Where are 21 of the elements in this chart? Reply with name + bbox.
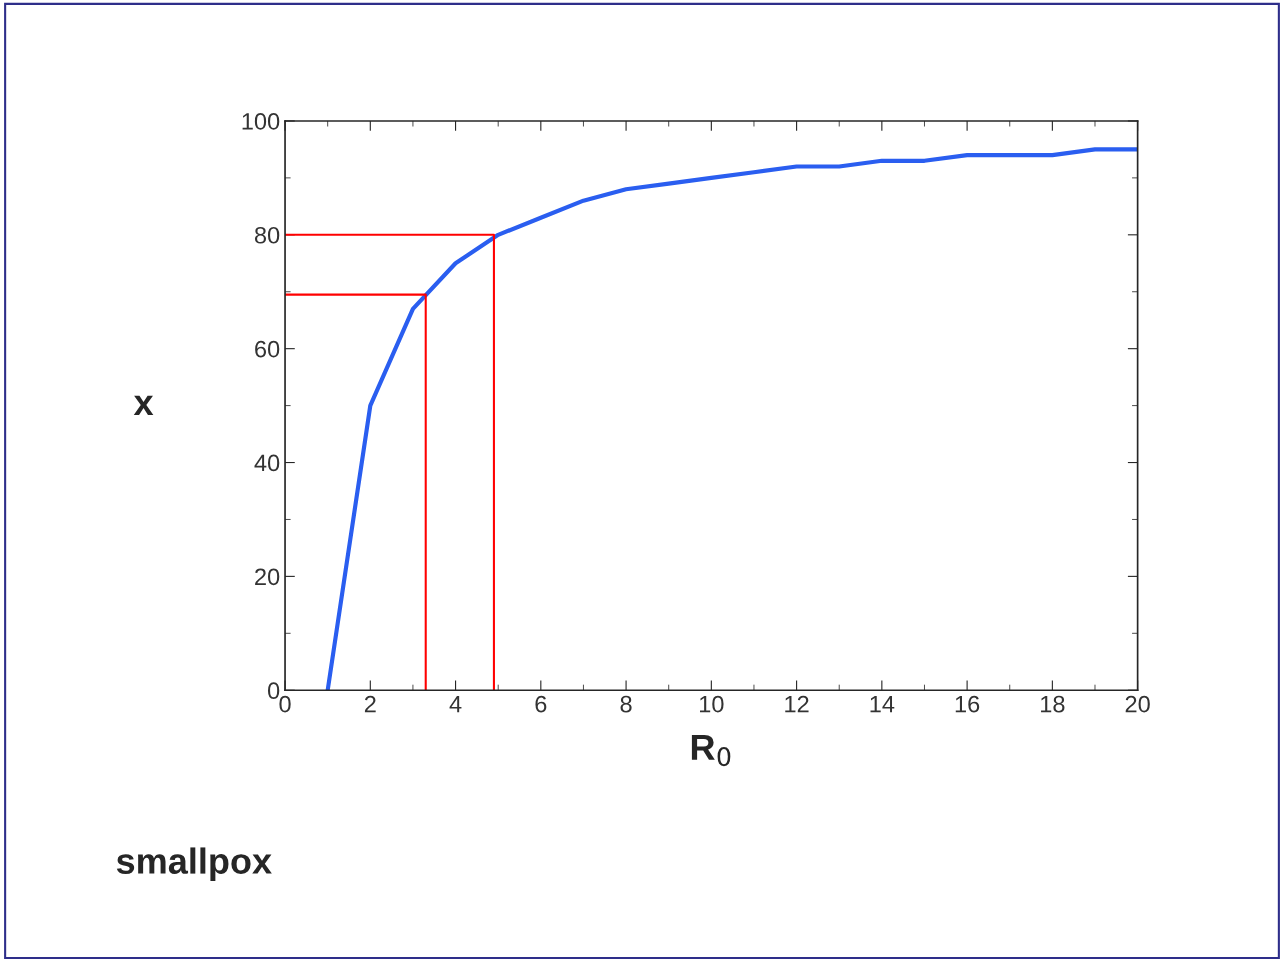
x-tick-label: 8	[620, 695, 632, 713]
x-tick-label: 18	[1041, 695, 1065, 713]
y-tick-label: 60	[255, 340, 280, 358]
x-tick-label: 6	[535, 695, 547, 713]
line-series	[325, 147, 1138, 691]
x-tick-label: 12	[785, 695, 809, 713]
y-tick-label: 100	[242, 113, 280, 130]
y-tick-label: 0	[267, 682, 280, 700]
x-axis-title: R$_{0}$	[691, 735, 731, 767]
y-tick-label: 80	[254, 226, 280, 244]
x-tick-label: 14	[870, 695, 895, 713]
x-tick-label: 10	[700, 695, 724, 713]
x-tick-label: 2	[364, 695, 376, 713]
x-tick-label: 4	[449, 695, 462, 713]
x-tick-label: 20	[1125, 695, 1150, 713]
x-tick-label: 0	[279, 695, 291, 713]
y-tick-label: 40	[254, 454, 280, 472]
x-tick-label: 16	[955, 695, 980, 713]
text: smallpox	[116, 847, 272, 882]
y-tick-label: 20	[255, 568, 280, 586]
y-axis-title: x	[133, 395, 154, 415]
